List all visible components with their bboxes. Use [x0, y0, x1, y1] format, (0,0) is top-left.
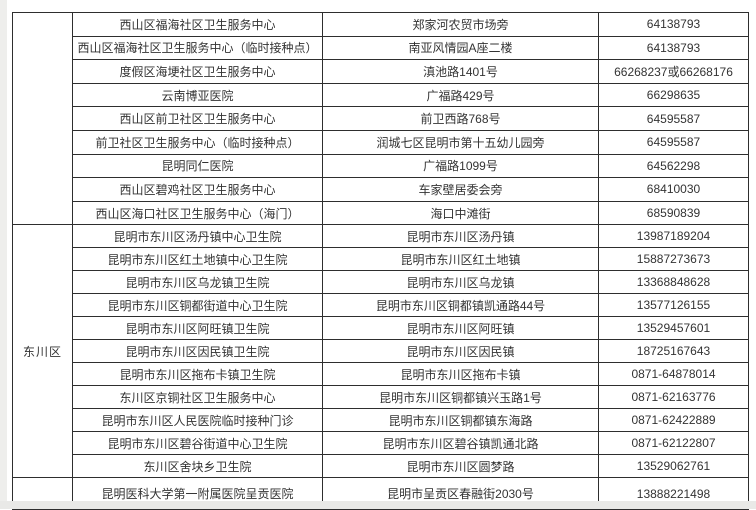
- phone-cell: 64595587: [598, 129, 749, 155]
- address-cell: 滇池路1401号: [322, 59, 599, 84]
- facility-cell: 昆明市东川区因民镇卫生院: [72, 339, 323, 364]
- address-cell: 润城七区昆明市第十五幼儿园旁: [322, 129, 599, 155]
- table-section: 东川区 昆明市东川区汤丹镇中心卫生院 昆明市东川区汤丹镇 13987189204 昆明市…: [12, 224, 749, 479]
- facility-cell: 昆明市东川区乌龙镇卫生院: [72, 270, 323, 295]
- phone-cell: 15887273673: [598, 247, 749, 272]
- table-row: 昆明同仁医院 广福路1099号 64562298: [13, 153, 749, 179]
- address-cell: 昆明市东川区铜都镇东海路: [322, 408, 599, 433]
- address-cell: 昆明市东川区阿旺镇: [322, 316, 599, 341]
- table-row: 西山区碧鸡社区卫生服务中心 车家壁居委会旁 68410030: [13, 177, 749, 202]
- facility-cell: 西山区海口社区卫生服务中心（海门）: [72, 200, 323, 226]
- facility-cell: 西山区碧鸡社区卫生服务中心: [72, 177, 323, 202]
- facility-cell: 度假区海埂社区卫生服务中心: [72, 59, 323, 84]
- phone-cell: 66298635: [598, 82, 749, 108]
- table-row: 东川区舍块乡卫生院 昆明市东川区圆梦路 13529062761: [13, 454, 749, 479]
- facility-cell: 前卫社区卫生服务中心（临时接种点）: [72, 129, 323, 155]
- table-row: 昆明市东川区阿旺镇卫生院 昆明市东川区阿旺镇 13529457601: [13, 316, 749, 341]
- facility-cell: 西山区前卫社区卫生服务中心: [72, 106, 323, 131]
- phone-cell: 13577126155: [598, 293, 749, 318]
- address-cell: 昆明市东川区圆梦路: [322, 454, 599, 479]
- address-cell: 前卫西路768号: [322, 106, 599, 131]
- phone-cell: 18725167643: [598, 339, 749, 364]
- phone-cell: 0871-62422889: [598, 408, 749, 433]
- facility-cell: 昆明市东川区阿旺镇卫生院: [72, 316, 323, 341]
- table-row: 昆明市东川区乌龙镇卫生院 昆明市东川区乌龙镇 13368848628: [13, 270, 749, 295]
- facility-cell: 东川区京铜社区卫生服务中心: [72, 385, 323, 410]
- table-row: 前卫社区卫生服务中心（临时接种点） 润城七区昆明市第十五幼儿园旁 64595587: [13, 129, 749, 155]
- facility-cell: 云南博亚医院: [72, 82, 323, 108]
- facility-cell: 昆明市东川区铜都街道中心卫生院: [72, 293, 323, 318]
- address-cell: 昆明市东川区拖布卡镇: [322, 362, 599, 387]
- address-cell: 昆明市东川区因民镇: [322, 339, 599, 364]
- address-cell: 广福路1099号: [322, 153, 599, 179]
- phone-cell: 13987189204: [598, 224, 749, 249]
- table-row: 西山区福海社区卫生服务中心（临时接种点） 南亚风情园A座二楼 64138793: [13, 35, 749, 61]
- facility-cell: 昆明市东川区汤丹镇中心卫生院: [72, 224, 323, 249]
- address-cell: 昆明市东川区乌龙镇: [322, 270, 599, 295]
- address-cell: 海口中滩街: [322, 200, 599, 226]
- address-cell: 广福路429号: [322, 82, 599, 108]
- phone-cell: 13368848628: [598, 270, 749, 295]
- table-row: 西山区前卫社区卫生服务中心 前卫西路768号 64595587: [13, 106, 749, 131]
- facility-cell: 东川区舍块乡卫生院: [72, 454, 323, 479]
- facility-cell: 昆明市东川区红土地镇中心卫生院: [72, 247, 323, 272]
- vaccination-site-table: 西山区福海社区卫生服务中心 郑家河农贸市场旁 64138793 西山区福海社区卫生服务…: [12, 11, 749, 510]
- facility-cell: 西山区福海社区卫生服务中心（临时接种点）: [72, 35, 323, 61]
- facility-cell: 昆明市东川区人民医院临时接种门诊: [72, 408, 323, 433]
- table-row: 西山区福海社区卫生服务中心 郑家河农贸市场旁 64138793: [12, 11, 749, 226]
- page-margin-left: [0, 0, 7, 509]
- facility-cell: 昆明市东川区拖布卡镇卫生院: [72, 362, 323, 387]
- facility-cell: 昆明市东川区碧谷街道中心卫生院: [72, 431, 323, 456]
- address-cell: 昆明市东川区汤丹镇: [322, 224, 599, 249]
- phone-cell: 64138793: [598, 12, 749, 37]
- phone-cell: 68410030: [598, 177, 749, 202]
- table-row: 昆明市东川区红土地镇中心卫生院 昆明市东川区红土地镇 15887273673: [13, 247, 749, 272]
- address-cell: 车家壁居委会旁: [322, 177, 599, 202]
- phone-cell: 0871-64878014: [598, 362, 749, 387]
- address-cell: 郑家河农贸市场旁: [322, 12, 599, 37]
- region-cell: [12, 11, 73, 226]
- address-cell: 昆明市东川区铜都镇兴玉路1号: [322, 385, 599, 410]
- phone-cell: 64138793: [598, 35, 749, 61]
- phone-cell: 66268237或66268176: [598, 59, 749, 84]
- region-cell: 东川区: [12, 224, 73, 479]
- facility-cell: 西山区福海社区卫生服务中心: [72, 12, 323, 37]
- address-cell: 南亚风情园A座二楼: [322, 35, 599, 61]
- table-row: 昆明市东川区铜都街道中心卫生院 昆明市东川区铜都镇凯通路44号 1357712615…: [13, 293, 749, 318]
- table-section: 西山区福海社区卫生服务中心 郑家河农贸市场旁 64138793 西山区福海社区卫生服务…: [12, 11, 749, 226]
- table-row: 昆明市东川区拖布卡镇卫生院 昆明市东川区拖布卡镇 0871-64878014: [13, 362, 749, 387]
- facility-cell: 昆明同仁医院: [72, 153, 323, 179]
- table-row: 昆明市东川区因民镇卫生院 昆明市东川区因民镇 18725167643: [13, 339, 749, 364]
- phone-cell: 13529062761: [598, 454, 749, 479]
- table-row: 东川区 昆明市东川区汤丹镇中心卫生院 昆明市东川区汤丹镇 13987189204: [12, 224, 749, 479]
- phone-cell: 0871-62122807: [598, 431, 749, 456]
- phone-cell: 64595587: [598, 106, 749, 131]
- address-cell: 昆明市东川区铜都镇凯通路44号: [322, 293, 599, 318]
- phone-cell: 68590839: [598, 200, 749, 226]
- table-row: 度假区海埂社区卫生服务中心 滇池路1401号 66268237或66268176: [13, 59, 749, 84]
- phone-cell: 64562298: [598, 153, 749, 179]
- table-row: 昆明市东川区人民医院临时接种门诊 昆明市东川区铜都镇东海路 0871-6242288…: [13, 408, 749, 433]
- table-row: 云南博亚医院 广福路429号 66298635: [13, 82, 749, 108]
- table-row: 西山区海口社区卫生服务中心（海门） 海口中滩街 68590839: [13, 200, 749, 226]
- phone-cell: 0871-62163776: [598, 385, 749, 410]
- page-margin-bottom: [0, 501, 756, 509]
- phone-cell: 13529457601: [598, 316, 749, 341]
- table-row: 东川区京铜社区卫生服务中心 昆明市东川区铜都镇兴玉路1号 0871-62163776: [13, 385, 749, 410]
- address-cell: 昆明市东川区红土地镇: [322, 247, 599, 272]
- table-row: 昆明市东川区碧谷街道中心卫生院 昆明市东川区碧谷镇凯通北路 0871-6212280…: [13, 431, 749, 456]
- address-cell: 昆明市东川区碧谷镇凯通北路: [322, 431, 599, 456]
